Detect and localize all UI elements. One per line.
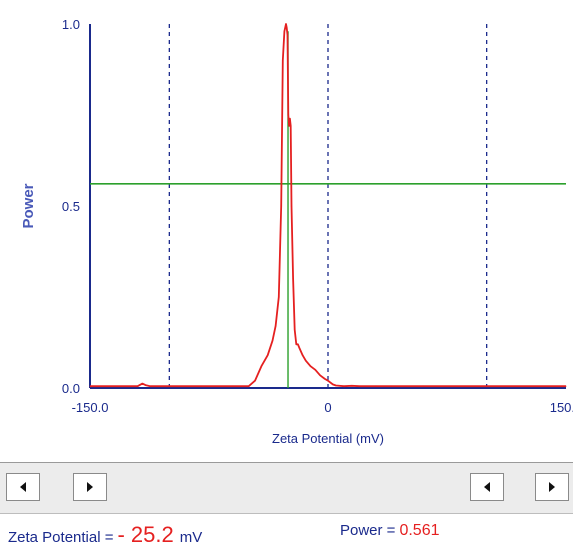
- data-point: [297, 343, 299, 345]
- data-point: [290, 205, 293, 207]
- data-point: [289, 118, 291, 120]
- data-point: [298, 347, 301, 349]
- data-point: [486, 385, 488, 387]
- data-point: [390, 385, 393, 387]
- x-tick-label: 0: [324, 400, 331, 415]
- arrow-left-icon: [484, 482, 490, 492]
- data-point: [283, 30, 285, 32]
- power-value: 0.561: [399, 522, 440, 539]
- data-point: [375, 385, 377, 387]
- data-point: [295, 343, 297, 345]
- data-point: [335, 384, 337, 387]
- data-point: [343, 385, 345, 387]
- zeta-unit: mV: [179, 529, 203, 546]
- right-scroll-right-button[interactable]: [535, 473, 569, 501]
- y-tick-label: 0.5: [62, 199, 80, 214]
- scroll-controls: [0, 463, 573, 514]
- data-point: [290, 125, 292, 127]
- data-point: [200, 385, 202, 387]
- data-point: [275, 325, 277, 327]
- data-point: [286, 34, 289, 36]
- data-point: [267, 354, 269, 356]
- zeta-readout: Zeta Potential = - 25.2 mV: [8, 522, 202, 548]
- data-point: [309, 365, 312, 367]
- series-line: [90, 23, 566, 388]
- power-label: Power =: [340, 522, 396, 539]
- chart-panel: 0.0 0.5 1.0 -150.0 0 150.0 Zeta Potential (mV)…: [0, 17, 573, 463]
- data-point: [294, 329, 296, 331]
- data-point: [324, 378, 326, 380]
- data-point: [314, 369, 316, 371]
- power-readout: Power = 0.561: [340, 522, 446, 540]
- data-point: [286, 27, 288, 29]
- data-point: [260, 365, 262, 367]
- data-point: [232, 385, 234, 387]
- data-point: [327, 380, 329, 382]
- data-point: [287, 114, 289, 116]
- data-point: [89, 385, 91, 387]
- arrow-right-icon: [87, 482, 93, 492]
- data-point: [565, 385, 567, 387]
- x-tick-label: 150.0: [550, 400, 573, 415]
- data-point: [282, 59, 284, 62]
- arrow-right-icon: [549, 482, 555, 492]
- zeta-label: Zeta Potential =: [8, 529, 114, 546]
- data-point: [168, 385, 170, 387]
- arrow-left-icon: [20, 482, 26, 492]
- data-point: [285, 23, 287, 25]
- data-point: [292, 278, 294, 280]
- left-scroll-right-button[interactable]: [73, 473, 107, 501]
- x-axis-title: Zeta Potential (mV): [272, 431, 384, 446]
- y-tick-label: 0.0: [62, 381, 80, 396]
- data-point: [305, 360, 307, 362]
- data-point: [359, 385, 361, 387]
- data-point: [351, 385, 353, 387]
- data-point: [271, 340, 274, 342]
- x-tick-label: -150.0: [72, 400, 109, 415]
- data-point: [319, 374, 321, 376]
- data-point: [332, 383, 334, 385]
- y-axis-title: Power: [20, 183, 37, 228]
- data-point: [280, 205, 282, 207]
- right-scroll-left-button[interactable]: [470, 473, 504, 501]
- left-scroll-left-button[interactable]: [6, 473, 40, 501]
- data-point: [422, 385, 424, 387]
- data-point: [144, 384, 147, 386]
- data-point: [149, 385, 151, 387]
- zeta-potential-chart: 0.0 0.5 1.0 -150.0 0 150.0 Zeta Potential (mV)…: [20, 17, 573, 446]
- zeta-value: - 25.2: [117, 522, 174, 547]
- data-point: [302, 354, 304, 356]
- data-point: [278, 296, 280, 298]
- data-point: [288, 125, 290, 127]
- data-point: [141, 383, 143, 385]
- status-bar: Zeta Potential = - 25.2 mV Power = 0.561: [0, 514, 573, 556]
- data-point: [254, 380, 256, 382]
- y-tick-label: 1.0: [62, 17, 80, 32]
- data-point: [137, 385, 139, 387]
- data-point: [248, 385, 250, 387]
